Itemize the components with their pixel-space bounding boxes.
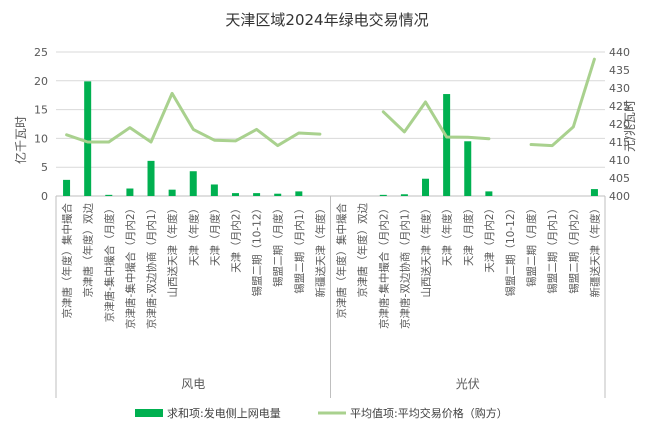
category-label: 京津唐-集中撮合（月内2） <box>377 203 390 329</box>
y-left-tick-label: 0 <box>41 190 48 203</box>
category-label: 锡盟二期（月度） <box>272 203 285 287</box>
y-right-tick-label: 405 <box>609 172 630 185</box>
bar <box>84 81 92 196</box>
bar <box>400 194 408 196</box>
bar <box>105 194 113 196</box>
bar <box>231 193 239 196</box>
category-label: 天津（年度） <box>187 203 200 266</box>
y-left-tick-labels: 0 5 10 15 20 25 <box>34 46 48 203</box>
y-right-tick-label: 400 <box>609 190 630 203</box>
bar <box>485 191 493 196</box>
y-left-tick-label: 25 <box>34 46 48 59</box>
category-label: 京津唐（年度）集中撮合 <box>335 203 348 319</box>
group-labels: 风电 光伏 <box>55 196 606 398</box>
category-labels: 京津唐（年度）集中撮合 京津唐（年度）双边 京津唐-集中撮合（月度） 京津唐-集中撮合… <box>61 203 602 329</box>
y-right-tick-label: 410 <box>609 154 630 167</box>
gridlines <box>56 51 605 197</box>
category-label: 锡盟二期（月内2） <box>567 203 580 294</box>
category-label: 京津唐（年度）集中撮合 <box>61 203 74 319</box>
category-label: 山西送天津（年度） <box>420 203 433 298</box>
category-label: 天津（月内2） <box>483 203 496 273</box>
bar-series <box>63 81 598 196</box>
bar <box>210 184 218 196</box>
legend-swatch-bar <box>135 409 163 417</box>
y-left-tick-label: 10 <box>34 132 48 145</box>
category-label: 京津唐-集中撮合（月内2） <box>124 203 137 329</box>
bar <box>168 189 176 196</box>
line-series <box>65 57 596 148</box>
category-label: 京津唐-集中撮合（月度） <box>103 203 116 322</box>
y-right-tick-label: 430 <box>609 82 630 95</box>
category-label: 京津唐-双边协商（月内1） <box>398 203 411 329</box>
bar <box>422 178 430 196</box>
y-right-tick-label: 420 <box>609 118 630 131</box>
category-label: 天津（年度） <box>441 203 454 266</box>
legend-label-bar: 求和项:发电侧上网电量 <box>167 406 281 420</box>
bar <box>126 188 134 196</box>
category-label: 锡盟二期（月内1） <box>546 203 559 294</box>
y-right-tick-label: 435 <box>609 64 630 77</box>
category-label: 天津（月度） <box>462 203 475 266</box>
bar <box>63 179 71 196</box>
y-right-tick-labels: 400 405 410 415 420 425 430 435 440 <box>609 46 630 203</box>
bar <box>590 189 598 196</box>
category-label: 锡盟二期（10-12） <box>251 203 264 297</box>
category-label: 天津（月度） <box>208 203 221 266</box>
category-label: 锡盟二期（10-12） <box>504 203 517 297</box>
y-right-tick-label: 415 <box>609 136 630 149</box>
category-label: 京津唐-双边协商（月内1） <box>145 203 158 329</box>
category-label: 京津唐（年度）双边 <box>356 203 369 298</box>
y-right-tick-label: 440 <box>609 46 630 59</box>
bar <box>443 94 451 196</box>
chart-title: 天津区域2024年绿电交易情况 <box>225 11 428 29</box>
bar <box>147 160 155 196</box>
bar <box>189 171 197 196</box>
y-left-tick-label: 15 <box>34 104 48 117</box>
y-right-tick-label: 425 <box>609 100 630 113</box>
legend: 求和项:发电侧上网电量 平均值项:平均交易价格（购方） <box>135 406 508 420</box>
category-label: 新疆送天津（年度） <box>314 203 327 298</box>
line-segment <box>529 57 596 148</box>
category-label: 京津唐（年度）双边 <box>82 203 95 298</box>
line-segment <box>381 100 491 141</box>
y-right-axis-title: 元/兆瓦时 <box>623 100 637 152</box>
category-label: 锡盟二期（月度） <box>525 203 538 287</box>
bar <box>295 191 303 196</box>
y-left-tick-label: 20 <box>34 75 48 88</box>
line-segment <box>65 91 322 148</box>
group-label: 风电 <box>181 377 205 391</box>
category-label: 锡盟二期（月内1） <box>293 203 306 294</box>
bar <box>253 193 261 196</box>
bar <box>464 141 472 196</box>
category-label: 新疆送天津（年度） <box>588 203 601 298</box>
group-label: 光伏 <box>456 377 480 391</box>
category-label: 山西送天津（年度） <box>166 203 179 298</box>
y-left-axis-title: 亿千瓦时 <box>13 116 28 164</box>
y-left-tick-label: 5 <box>41 161 48 174</box>
category-label: 天津（月内2） <box>230 203 243 273</box>
bar <box>274 193 282 196</box>
bar <box>379 194 387 196</box>
legend-label-line: 平均值项:平均交易价格（购方） <box>350 406 508 420</box>
